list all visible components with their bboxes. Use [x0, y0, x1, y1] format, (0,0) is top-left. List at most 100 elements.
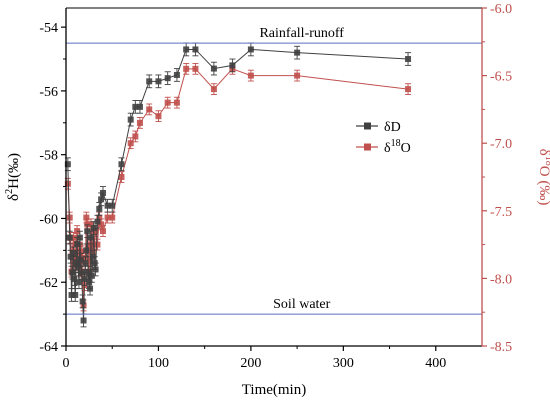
data-point-dD: [68, 291, 75, 298]
legend-d18O-sup: 18: [391, 138, 401, 149]
data-point-dD: [77, 256, 84, 263]
data-point-d18O: [96, 214, 103, 221]
y-left-tick-label: -64: [39, 340, 58, 355]
data-point-dD: [164, 75, 171, 82]
x-tick-label: 300: [333, 356, 354, 371]
data-point-d18O: [75, 248, 82, 255]
legend: δD δ18O: [356, 120, 411, 156]
data-point-dD: [79, 298, 86, 305]
data-point-d18O: [146, 106, 153, 113]
data-point-dD: [84, 228, 91, 235]
right-y-title-rest: O (‰): [536, 166, 550, 206]
soil-water-label: Soil water: [273, 297, 330, 312]
data-point-d18O: [84, 221, 91, 228]
left-y-title-sup: 2: [4, 189, 15, 194]
legend-label-dD: δD: [384, 120, 401, 135]
data-point-dD: [80, 317, 87, 324]
data-point-d18O: [247, 72, 254, 79]
data-point-dD: [173, 71, 180, 78]
data-point-dD: [92, 266, 99, 273]
y-right-tick-label: -7.0: [490, 137, 512, 152]
right-y-title-base: δ: [536, 149, 550, 156]
data-point-d18O: [210, 86, 217, 93]
x-tick-label: 0: [63, 356, 70, 371]
data-point-d18O: [72, 255, 79, 262]
data-point-dD: [82, 260, 89, 267]
data-point-dD: [118, 161, 125, 168]
data-point-d18O: [70, 234, 77, 241]
data-point-d18O: [127, 140, 134, 147]
data-point-dD: [136, 103, 143, 110]
data-point-d18O: [87, 221, 94, 228]
left-y-title-rest: H(‰): [6, 153, 22, 189]
legend-marker-dD: [364, 122, 371, 130]
y-left-tick-label: -62: [39, 276, 58, 291]
plot-layer: [64, 42, 412, 328]
data-point-dD: [85, 269, 92, 276]
data-point-d18O: [405, 86, 412, 93]
y-left-tick-label: -58: [39, 149, 58, 164]
legend-dD-base: δ: [384, 120, 391, 135]
data-point-d18O: [132, 133, 139, 140]
legend-dD-rest: D: [391, 120, 401, 135]
data-point-dD: [70, 250, 77, 257]
data-point-dD: [72, 291, 79, 298]
data-point-dD: [64, 161, 71, 168]
x-tick-label: 100: [148, 356, 169, 371]
data-point-dD: [192, 46, 199, 53]
data-point-d18O: [78, 248, 85, 255]
y-left-tick-label: -60: [39, 212, 58, 227]
y-right-tick-label: -6.0: [490, 2, 512, 17]
data-point-dD: [155, 78, 162, 85]
y-left-tick-label: -54: [39, 21, 58, 36]
data-point-dD: [405, 56, 412, 63]
data-point-dD: [87, 285, 94, 292]
data-point-dD: [132, 103, 139, 110]
legend-d18O-base: δ: [384, 141, 391, 156]
data-point-dD: [73, 260, 80, 267]
ticks-layer: 0 100 200 300 400 -64 -62 -60 -58 -56 -54 -8.5 -8.0 -…: [39, 2, 512, 371]
data-point-d18O: [164, 99, 171, 106]
series-line-dD: [67, 48, 409, 321]
data-point-d18O: [99, 228, 106, 235]
data-point-dD: [210, 65, 217, 72]
right-y-title-sup: 18: [543, 156, 550, 166]
data-point-dD: [146, 78, 153, 85]
data-point-d18O: [104, 214, 111, 221]
y-right-tick-label: -8.5: [490, 340, 512, 355]
data-point-dD: [109, 202, 116, 209]
series-line-d18O: [67, 68, 409, 306]
data-point-dD: [229, 62, 236, 69]
rainfall-runoff-label: Rainfall-runoff: [259, 26, 344, 41]
data-point-d18O: [155, 113, 162, 120]
data-point-dD: [71, 276, 78, 283]
x-tick-label: 200: [240, 356, 261, 371]
data-point-dD: [104, 202, 111, 209]
data-point-dD: [127, 116, 134, 123]
data-point-dD: [183, 46, 190, 53]
data-point-dD: [81, 276, 88, 283]
data-point-d18O: [192, 65, 199, 72]
x-axis-title: Time(min): [242, 382, 306, 398]
data-point-dD: [87, 234, 94, 241]
y-right-tick-label: -7.5: [490, 205, 512, 220]
data-point-dD: [247, 46, 254, 53]
data-point-d18O: [118, 174, 125, 180]
data-point-dD: [99, 189, 106, 196]
data-point-dD: [90, 225, 97, 232]
data-point-d18O: [294, 72, 301, 79]
data-point-d18O: [83, 214, 90, 221]
data-point-d18O: [98, 221, 105, 228]
data-point-dD: [83, 247, 90, 254]
y-right-tick-label: -8.0: [490, 272, 512, 287]
data-point-dD: [94, 218, 101, 225]
right-y-axis-title: δ18O (‰): [536, 149, 550, 206]
data-point-d18O: [109, 214, 116, 221]
data-point-d18O: [94, 241, 101, 248]
data-point-d18O: [92, 228, 99, 235]
data-point-dD: [67, 253, 74, 260]
legend-d18O-rest: O: [401, 141, 411, 156]
y-left-tick-label: -56: [39, 85, 58, 100]
data-point-dD: [294, 49, 301, 56]
